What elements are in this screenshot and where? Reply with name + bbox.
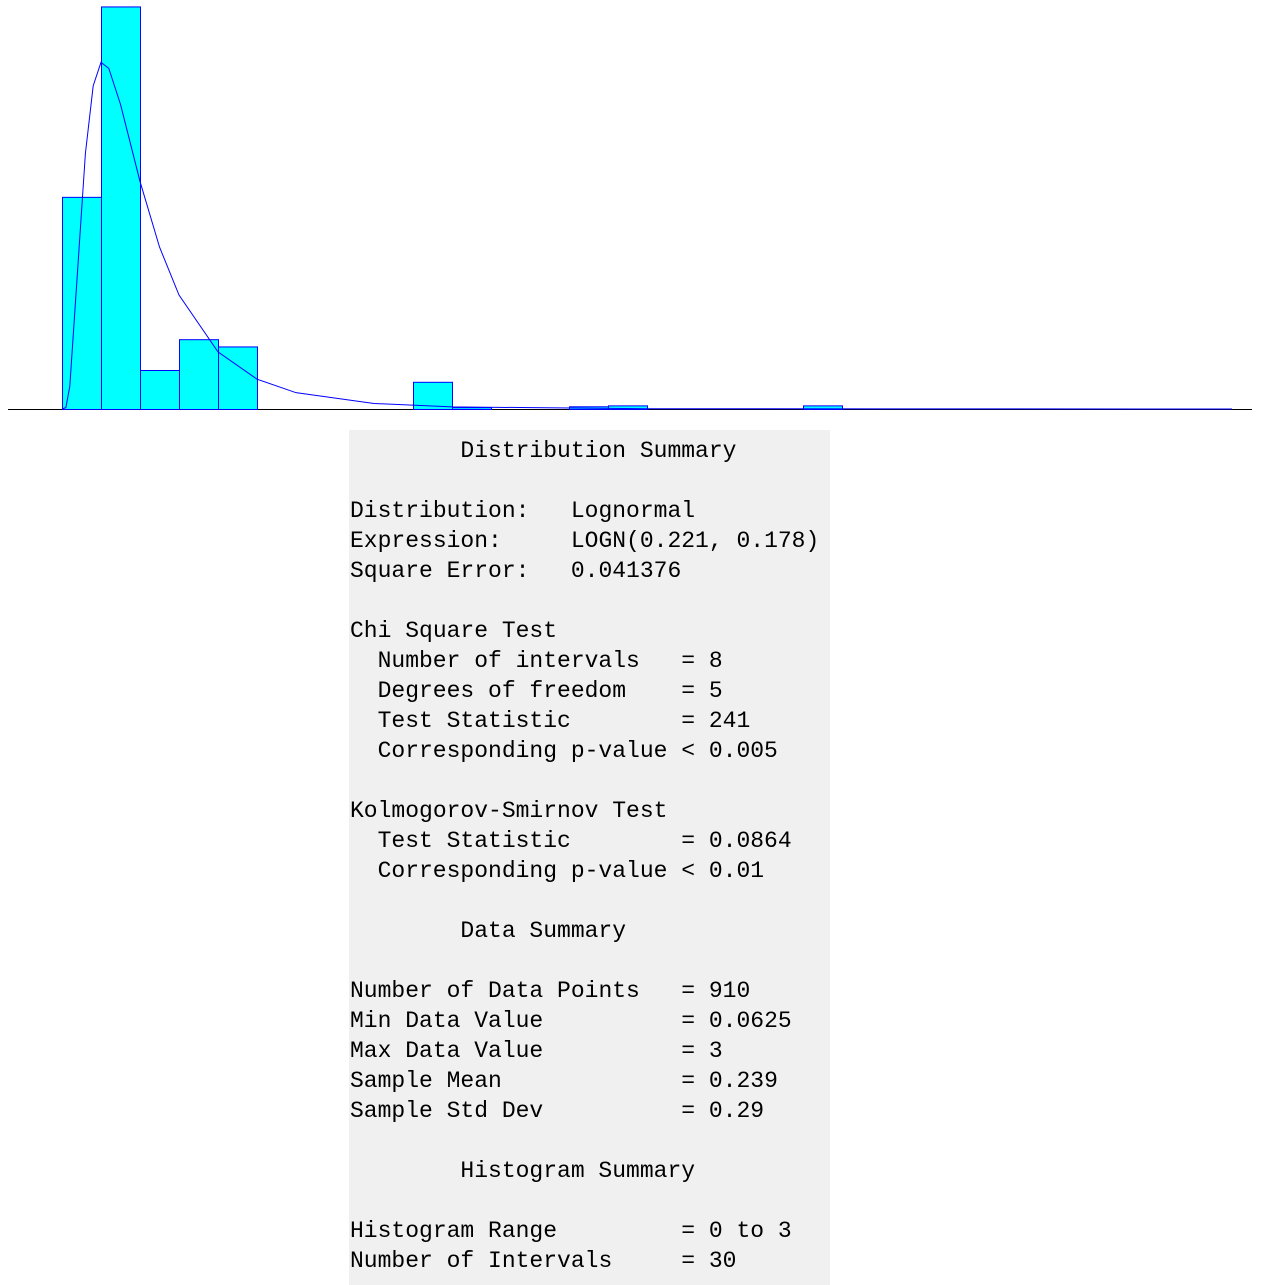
- fit-row: Expression: LOGN(0.221, 0.178): [350, 528, 820, 554]
- histogram-chart: [8, 6, 1252, 411]
- bar: [803, 405, 843, 410]
- test-row: Degrees of freedom = 5: [377, 678, 723, 704]
- data-row: Sample Std Dev = 0.29: [350, 1098, 765, 1124]
- section-title: Distribution Summary: [460, 438, 737, 464]
- test-row: Corresponding p-value < 0.005: [377, 738, 778, 764]
- bar: [179, 339, 219, 411]
- section-title: Histogram Summary: [460, 1158, 696, 1184]
- data-row: Number of Data Points = 910: [350, 978, 751, 1004]
- data-row: Sample Mean = 0.239: [350, 1068, 778, 1094]
- histogram-row: Number of Intervals = 30: [350, 1248, 737, 1274]
- test-row: Test Statistic = 0.0864: [377, 828, 792, 854]
- data-row: Max Data Value = 3: [350, 1038, 723, 1064]
- summary-panel: Distribution Summary Distribution: Lognor…: [349, 430, 830, 1285]
- bar: [608, 405, 648, 410]
- section-title: Data Summary: [460, 918, 627, 944]
- test-row: Test Statistic = 241: [377, 708, 751, 734]
- bar: [62, 196, 102, 410]
- bar: [101, 6, 141, 410]
- data-row: Min Data Value = 0.0625: [350, 1008, 792, 1034]
- histogram-row: Histogram Range = 0 to 3: [350, 1218, 792, 1244]
- test-title: Chi Square Test: [350, 618, 558, 644]
- test-row: Number of intervals = 8: [377, 648, 723, 674]
- bar: [452, 407, 492, 411]
- test-row: Corresponding p-value < 0.01: [377, 858, 765, 884]
- fit-row: Square Error: 0.041376: [350, 558, 682, 584]
- bar: [140, 370, 180, 411]
- summary-text: Distribution Summary Distribution: Lognor…: [350, 436, 819, 1276]
- bar: [413, 381, 453, 410]
- test-title: Kolmogorov-Smirnov Test: [350, 798, 668, 824]
- fit-row: Distribution: Lognormal: [350, 498, 696, 524]
- fitted-curve: [61, 61, 1233, 410]
